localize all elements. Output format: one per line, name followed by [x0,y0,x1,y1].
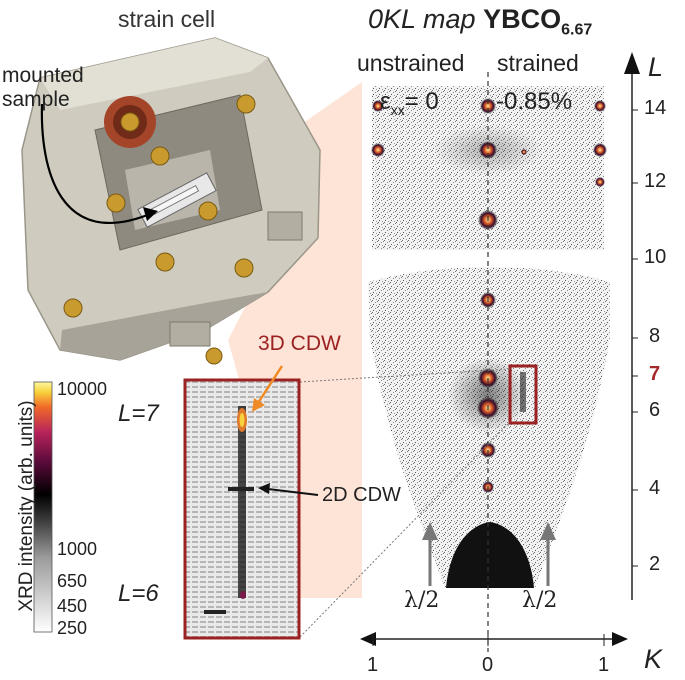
sample-pointer-arrowhead [143,207,158,221]
inset-l7-text: L=7 [118,400,159,427]
strained-label: strained [497,50,579,76]
strain-cell-title: strain cell [118,6,216,32]
strain-unstrained-number: = 0 [404,88,439,115]
l-tick-label-6: 6 [649,399,661,421]
mounted-sample-label-line2: sample [2,88,70,111]
zoom-line-top [299,368,511,383]
colorbar-tick-250: 250 [57,618,88,638]
inset-streak [238,406,246,598]
inset-l7-label: L=7 [118,400,159,428]
strain-unstrained-value: εxx= 0 [380,88,439,118]
map-title: 0KL map YBCO6.67 [368,4,592,39]
colorbar-tick-10000: 10000 [57,379,108,399]
diffraction-map [368,86,610,588]
colorbar-tick-650: 650 [57,571,88,591]
lambda-half-right-arrowhead [540,522,556,540]
cdw-3d-label: 3D CDW [258,332,341,355]
colorbar [33,381,53,633]
epsilon-symbol: ε [380,88,391,115]
l-tick-label-10: 10 [644,246,667,268]
l-tick-label-4: 4 [649,477,661,499]
zoom-region-box [508,364,538,425]
cdw-2d-arrowhead [258,483,270,494]
unstrained-label: unstrained [357,50,465,76]
inset-l6-peak [240,591,246,599]
l-tick-label-8: 8 [649,325,661,347]
lambda-half-left-arrowhead [422,522,438,540]
colorbar-tick-450: 450 [57,596,88,616]
colorbar-tick-1000: 1000 [57,539,98,559]
cdw-3d-arrowhead [252,398,265,412]
k-axis-arrowhead-left [360,632,376,646]
inset-stray-mark [204,610,226,614]
map-title-subscript: 6.67 [561,21,593,39]
inset-2d-cdw-band [228,487,254,491]
k-tick-label-left: 1 [367,654,379,676]
strain-cell-illustration [21,37,321,365]
cdw-3d-arrow [256,365,284,404]
lambda-half-left-label: λ/2 [404,588,440,613]
epsilon-subscript: xx [390,101,405,118]
k-tick-label-right: 1 [598,654,610,676]
inset-l6-label: L=6 [118,580,159,608]
colorbar-title: XRD intensity (arb. units) [16,400,37,612]
lambda-half-right-label: λ/2 [522,588,558,613]
l-tick-label-14: 14 [644,97,667,119]
k-tick-label-zero: 0 [482,654,494,676]
cdw-2d-arrow [267,488,319,496]
map-title-compound: YBCO [483,4,562,34]
cdw-2d-label: 2D CDW [322,484,401,506]
map-title-prefix: 0KL map [368,4,476,34]
inset-l6-text: L=6 [118,580,159,607]
l-tick-label-12: 12 [644,170,667,192]
k-axis-label: K [644,644,663,674]
sample-pointer-arrow [40,103,151,224]
l-tick-label-2: 2 [649,553,661,575]
k-axis-arrowhead-right [612,632,628,646]
l-tick-label-7: 7 [649,363,661,385]
inset-3d-cdw-core [239,413,245,427]
strain-strained-value: -0.85% [496,88,573,115]
l-axis-label: L [648,52,664,82]
l-axis-arrowhead [624,52,640,74]
mounted-sample-label-line1: mounted [2,64,84,87]
